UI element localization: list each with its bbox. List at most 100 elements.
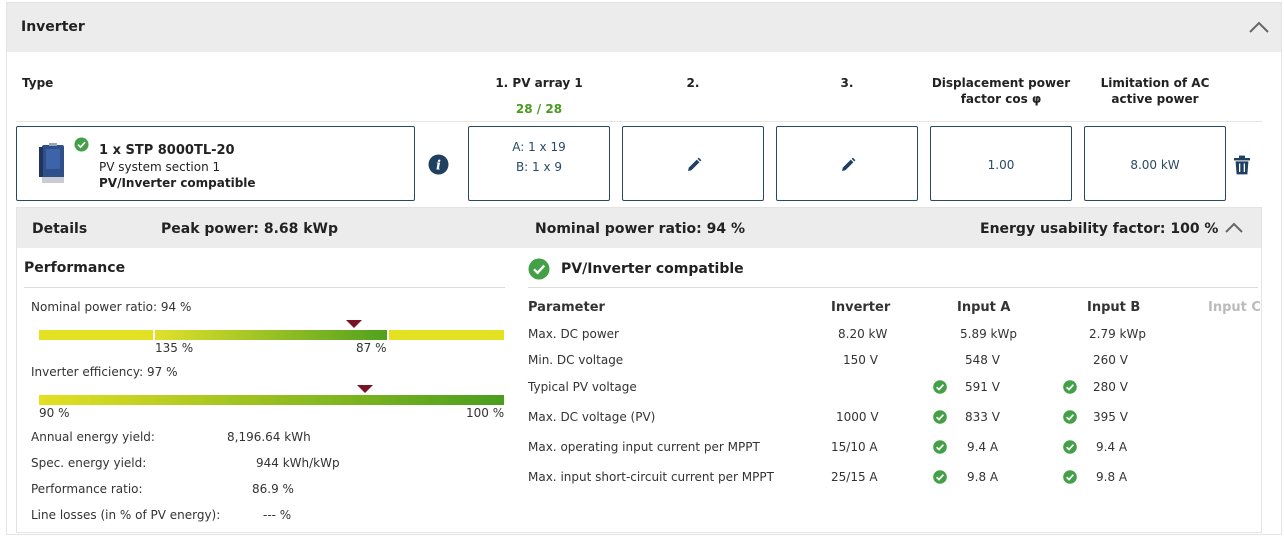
check-circle-icon — [1063, 440, 1077, 454]
header-divider — [16, 121, 1262, 122]
col-pv-array-1: 1. PV array 1 — [495, 76, 583, 90]
ratio-bar-high — [389, 330, 504, 340]
spec-yield-value: 944 kWh/kWp — [256, 456, 340, 470]
input-b-config: B: 1 x 9 — [515, 160, 563, 174]
peak-power: Peak power: 8.68 kWp — [161, 221, 339, 237]
check-circle-icon — [933, 440, 947, 454]
compat-label: PV/Inverter compatible — [99, 176, 256, 190]
ratio-tick-left: 135 % — [155, 341, 194, 355]
check-circle-icon — [74, 137, 89, 152]
line-losses-value: --- % — [263, 508, 292, 522]
system-section: PV system section 1 — [99, 160, 221, 174]
trash-icon[interactable] — [1233, 155, 1251, 175]
chevron-up-icon[interactable] — [1223, 218, 1245, 238]
check-circle-icon — [528, 258, 550, 280]
compat-divider — [528, 287, 1258, 288]
col-cos-phi: Displacement power factor cos φ — [931, 76, 1071, 106]
nominal-power-ratio: Nominal power ratio: 94 % — [535, 221, 745, 237]
col-ac-limit: Limitation of AC active power — [1100, 76, 1210, 106]
nominal-ratio-marker — [346, 320, 363, 328]
spec-yield-label: Spec. energy yield: — [31, 456, 147, 470]
input-b-value: 280 V — [1093, 380, 1128, 394]
input-b-value: 9.8 A — [1096, 470, 1128, 484]
ratio-bar-optimal — [155, 330, 387, 340]
info-icon[interactable]: i — [428, 154, 449, 175]
panel-title: Inverter — [21, 19, 85, 35]
inverter-value: 25/15 A — [831, 470, 878, 484]
pv-array-2-config[interactable] — [622, 126, 764, 201]
inverter-device-icon — [39, 143, 64, 183]
line-losses-label: Line losses (in % of PV energy): — [31, 508, 221, 522]
pencil-icon[interactable] — [839, 156, 857, 174]
details-label: Details — [32, 221, 88, 237]
check-circle-icon — [933, 470, 947, 484]
cos-phi-box[interactable]: 1.00 — [930, 126, 1072, 201]
inverter-type-box[interactable]: 1 x STP 8000TL-20 PV system section 1 PV… — [16, 126, 415, 201]
inverter-value: 8.20 kW — [838, 327, 888, 341]
annual-yield-label: Annual energy yield: — [31, 430, 155, 444]
pv-array-1-count: 28 / 28 — [515, 102, 563, 116]
ac-limit-value: 8.00 kW — [1130, 158, 1180, 172]
cos-phi-value: 1.00 — [987, 158, 1015, 172]
performance-title: Performance — [24, 260, 126, 276]
pencil-icon[interactable] — [685, 156, 703, 174]
th-inverter: Inverter — [831, 300, 891, 315]
th-parameter: Parameter — [528, 300, 605, 315]
pv-array-3-config[interactable] — [776, 126, 918, 201]
col-pv-array-3: 3. — [840, 76, 854, 90]
nominal-ratio-label: Nominal power ratio: 94 % — [31, 300, 192, 314]
param-name: Max. DC power — [528, 327, 619, 341]
panel-header: Inverter — [7, 3, 1281, 52]
performance-divider — [24, 287, 505, 288]
compat-title: PV/Inverter compatible — [561, 261, 744, 277]
efficiency-max: 100 % — [466, 406, 505, 420]
input-a-value: 9.4 A — [967, 440, 999, 454]
check-circle-icon — [933, 410, 947, 424]
efficiency-min: 90 % — [39, 406, 70, 420]
input-a-value: 548 V — [965, 353, 1000, 367]
efficiency-label: Inverter efficiency: 97 % — [31, 365, 178, 379]
check-circle-icon — [1063, 470, 1077, 484]
input-b-value: 2.79 kWp — [1089, 327, 1146, 341]
inverter-value: 1000 V — [836, 410, 879, 424]
param-name: Max. operating input current per MPPT — [528, 440, 760, 454]
param-name: Max. DC voltage (PV) — [528, 410, 656, 424]
input-a-value: 591 V — [965, 380, 1000, 394]
efficiency-marker — [356, 385, 373, 393]
param-name: Min. DC voltage — [528, 353, 624, 367]
inverter-name: 1 x STP 8000TL-20 — [99, 143, 235, 158]
details-bar: Details Peak power: 8.68 kWp Nominal pow… — [17, 208, 1261, 248]
performance-ratio-value: 86.9 % — [252, 482, 294, 496]
input-a-value: 833 V — [965, 410, 1000, 424]
details-section: Details Peak power: 8.68 kWp Nominal pow… — [16, 207, 1262, 533]
efficiency-bar — [39, 395, 504, 405]
th-input-a: Input A — [957, 300, 1011, 315]
ratio-tick-right: 87 % — [356, 341, 387, 355]
input-b-value: 395 V — [1093, 410, 1128, 424]
input-a-config: A: 1 x 19 — [512, 140, 566, 154]
check-circle-icon — [1063, 380, 1077, 394]
input-a-value: 9.8 A — [967, 470, 999, 484]
th-input-c: Input C — [1208, 300, 1261, 315]
ratio-bar-low — [39, 330, 153, 340]
input-b-value: 9.4 A — [1096, 440, 1128, 454]
inverter-value: 15/10 A — [831, 440, 878, 454]
annual-yield-value: 8,196.64 kWh — [227, 430, 311, 444]
th-input-b: Input B — [1087, 300, 1141, 315]
energy-usability-factor: Energy usability factor: 100 % — [980, 221, 1219, 237]
check-circle-icon — [933, 380, 947, 394]
param-name: Typical PV voltage — [528, 380, 637, 394]
param-name: Max. input short-circuit current per MPP… — [528, 470, 774, 484]
col-pv-array-2: 2. — [686, 76, 700, 90]
input-a-value: 5.89 kWp — [960, 327, 1017, 341]
chevron-up-icon[interactable] — [1247, 16, 1271, 38]
pv-array-1-config[interactable]: A: 1 x 19 B: 1 x 9 — [468, 126, 610, 201]
inverter-panel: Inverter — [6, 2, 1282, 535]
check-circle-icon — [1063, 410, 1077, 424]
inverter-value: 150 V — [843, 353, 878, 367]
svg-text:i: i — [436, 159, 441, 174]
ac-limit-box[interactable]: 8.00 kW — [1084, 126, 1226, 201]
performance-ratio-label: Performance ratio: — [31, 482, 143, 496]
input-b-value: 260 V — [1093, 353, 1128, 367]
col-type: Type — [22, 76, 54, 90]
